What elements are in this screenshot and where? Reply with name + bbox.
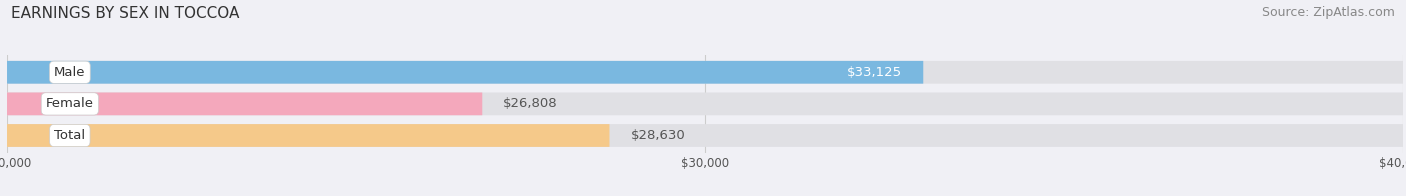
- FancyBboxPatch shape: [7, 61, 1403, 84]
- Text: Total: Total: [55, 129, 86, 142]
- Text: Male: Male: [53, 66, 86, 79]
- Text: $33,125: $33,125: [848, 66, 903, 79]
- Text: EARNINGS BY SEX IN TOCCOA: EARNINGS BY SEX IN TOCCOA: [11, 6, 239, 21]
- FancyBboxPatch shape: [7, 124, 1403, 147]
- Text: $26,808: $26,808: [503, 97, 558, 110]
- FancyBboxPatch shape: [7, 93, 482, 115]
- Text: Source: ZipAtlas.com: Source: ZipAtlas.com: [1261, 6, 1395, 19]
- FancyBboxPatch shape: [7, 124, 609, 147]
- Text: $28,630: $28,630: [630, 129, 685, 142]
- Text: Female: Female: [46, 97, 94, 110]
- FancyBboxPatch shape: [7, 61, 924, 84]
- FancyBboxPatch shape: [7, 93, 1403, 115]
